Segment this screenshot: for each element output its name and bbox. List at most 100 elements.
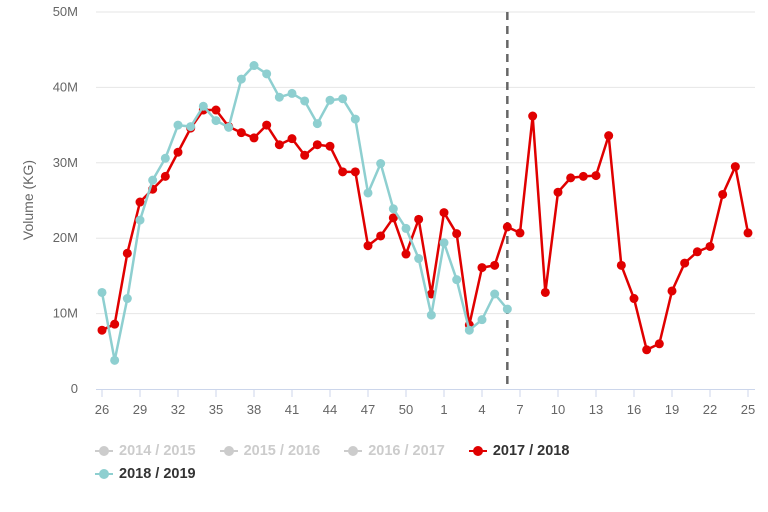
data-point — [401, 249, 411, 259]
data-point — [705, 241, 715, 251]
data-point — [490, 260, 500, 270]
data-point — [388, 204, 398, 214]
x-tick-label: 47 — [361, 402, 375, 417]
x-tick-label: 41 — [285, 402, 299, 417]
data-point — [300, 96, 310, 106]
x-tick-label: 32 — [171, 402, 185, 417]
data-point — [388, 213, 398, 223]
x-tick-label: 16 — [627, 402, 641, 417]
y-axis-ticks: 0 10M 20M 30M 40M 50M — [53, 4, 78, 396]
legend-item[interactable]: 2017 / 2018 — [468, 443, 570, 459]
legend-marker-icon — [95, 445, 113, 457]
data-point — [338, 94, 348, 104]
legend-label: 2017 / 2018 — [492, 443, 570, 459]
data-point — [414, 254, 424, 264]
data-point — [414, 214, 424, 224]
legend-item[interactable]: 2016 / 2017 — [344, 443, 445, 459]
legend-item[interactable]: 2014 / 2015 — [95, 443, 196, 459]
data-point — [262, 69, 272, 79]
data-point — [452, 229, 462, 239]
data-point — [692, 247, 702, 257]
x-tick-label: 13 — [589, 402, 603, 417]
legend-label: 2014 / 2015 — [119, 443, 196, 459]
data-point — [122, 248, 132, 258]
data-point — [477, 315, 487, 325]
data-point — [249, 133, 259, 143]
data-point — [97, 325, 107, 335]
y-tick-label: 0 — [71, 381, 78, 396]
data-point — [667, 286, 677, 296]
data-point — [350, 114, 360, 124]
data-point — [502, 222, 512, 232]
data-point — [553, 187, 563, 197]
y-tick-label: 20M — [53, 230, 78, 245]
data-point — [616, 260, 626, 270]
data-point — [350, 167, 360, 177]
x-tick-label: 35 — [209, 402, 223, 417]
data-point — [325, 141, 335, 151]
data-point — [135, 197, 145, 207]
x-axis: 26 29 32 35 38 41 44 47 50 1 4 7 10 13 16 19 22 25 — [95, 389, 755, 417]
data-point — [236, 128, 246, 138]
data-point — [515, 228, 525, 238]
x-tick-label: 25 — [741, 402, 755, 417]
legend-marker-icon — [468, 445, 487, 457]
legend-marker-icon — [344, 445, 363, 457]
data-point — [654, 339, 664, 349]
data-point — [198, 101, 208, 111]
data-point — [591, 171, 601, 181]
data-point — [262, 120, 272, 130]
data-point — [287, 134, 297, 144]
data-point — [122, 294, 132, 304]
data-point — [528, 111, 538, 121]
x-tick-label: 38 — [247, 402, 261, 417]
data-point — [629, 294, 639, 304]
data-point — [566, 173, 576, 183]
x-tick-label: 19 — [665, 402, 679, 417]
data-point — [236, 74, 246, 84]
data-point — [211, 116, 221, 126]
series-layer — [97, 61, 753, 365]
data-point — [604, 131, 614, 141]
data-point — [376, 159, 386, 169]
data-point — [325, 95, 335, 105]
data-point — [743, 228, 753, 238]
x-tick-label: 4 — [478, 402, 485, 417]
data-point — [186, 122, 196, 132]
x-tick-label: 26 — [95, 402, 109, 417]
data-point — [110, 319, 120, 329]
data-point — [97, 287, 107, 297]
data-point — [680, 258, 690, 268]
data-point — [376, 231, 386, 241]
x-tick-label: 22 — [703, 402, 717, 417]
data-point — [249, 61, 259, 71]
x-tick-label: 29 — [133, 402, 147, 417]
legend: 2014 / 2015 2015 / 2016 2016 / 2017 2017 / … — [95, 440, 755, 486]
data-point — [173, 147, 183, 157]
data-point — [730, 162, 740, 172]
data-point — [173, 120, 183, 130]
series-2018-2019 — [97, 61, 512, 365]
data-point — [452, 275, 462, 285]
data-point — [490, 289, 500, 299]
legend-item[interactable]: 2015 / 2016 — [219, 443, 321, 459]
legend-label: 2015 / 2016 — [243, 443, 321, 459]
data-point — [578, 171, 588, 181]
series-line — [101, 108, 750, 352]
data-point — [363, 241, 373, 251]
x-tick-label: 7 — [516, 402, 523, 417]
x-tick-label: 1 — [440, 402, 447, 417]
data-point — [300, 150, 310, 160]
legend-marker-icon — [95, 468, 113, 480]
data-point — [401, 223, 411, 233]
y-axis-title: Volume (KG) — [20, 160, 36, 240]
data-point — [338, 167, 348, 177]
grid-lines — [96, 11, 755, 315]
data-point — [110, 355, 120, 365]
legend-item[interactable]: 2018 / 2019 — [95, 466, 196, 482]
legend-row: 2014 / 2015 2015 / 2016 2016 / 2017 2017 / … — [95, 440, 755, 462]
y-tick-label: 10M — [53, 306, 78, 321]
legend-marker-icon — [219, 445, 238, 457]
data-point — [224, 122, 234, 132]
